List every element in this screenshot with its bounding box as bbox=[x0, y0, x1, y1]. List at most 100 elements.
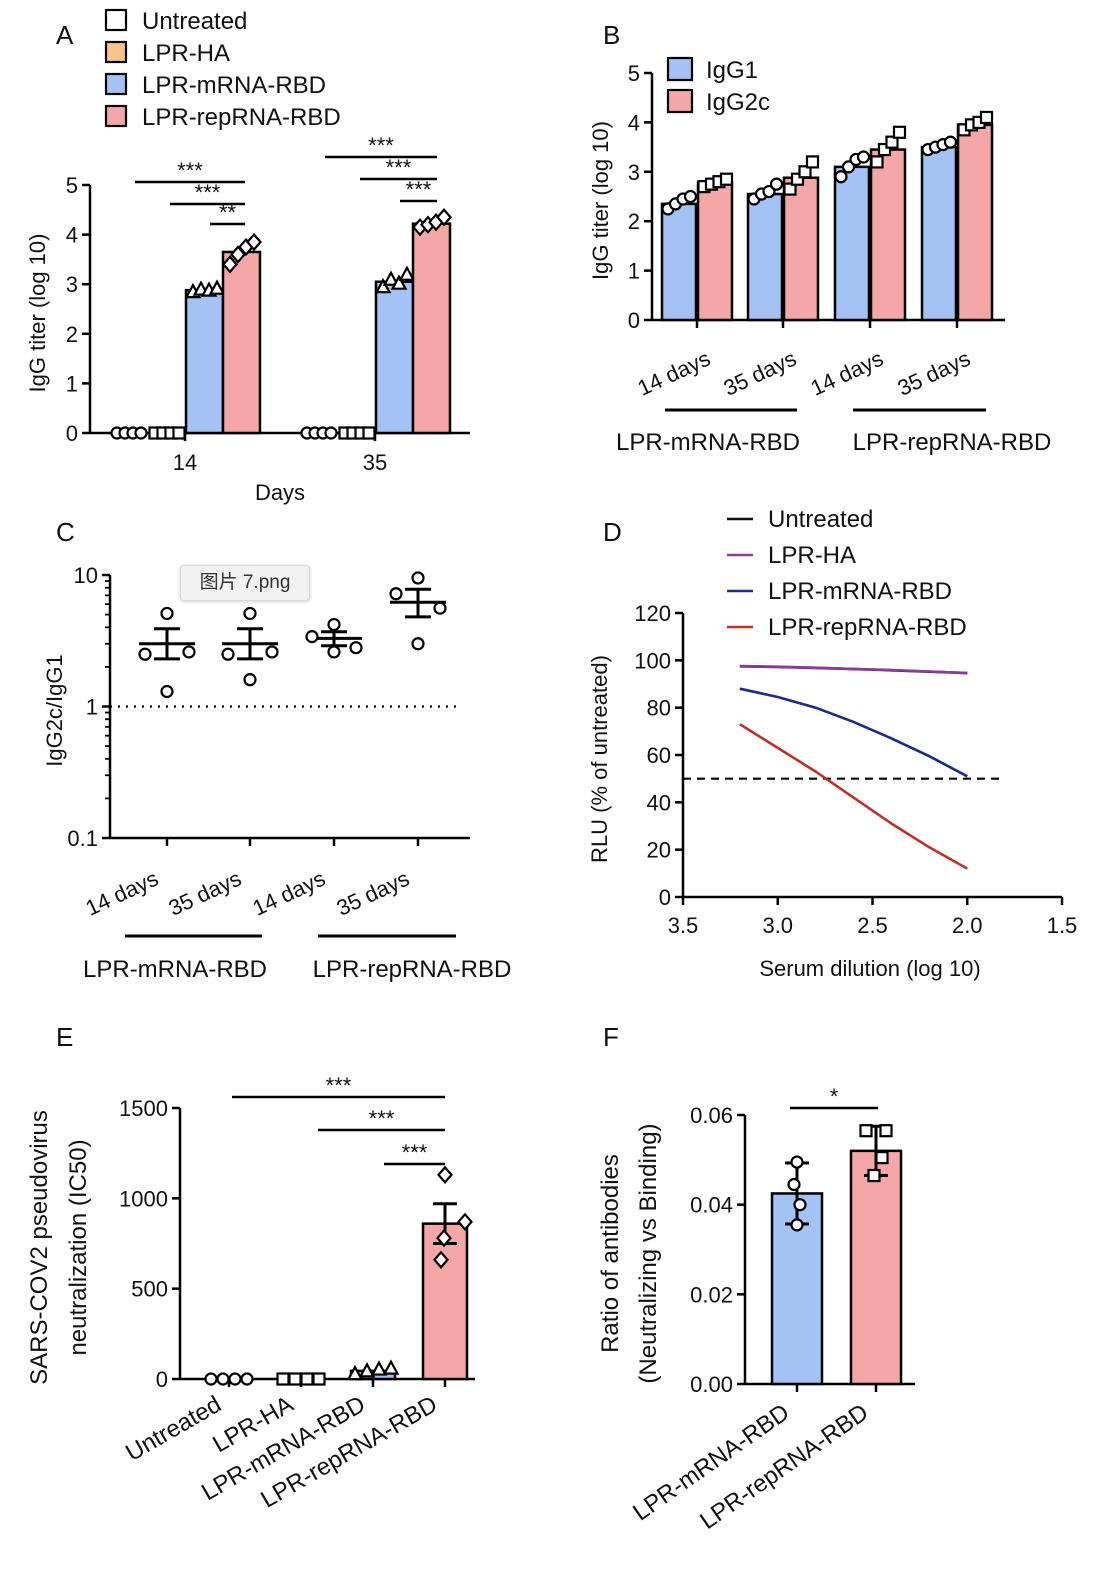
d-x-tick-label: 1.5 bbox=[1047, 913, 1078, 938]
a-legend-swatch bbox=[104, 104, 128, 128]
e-significance-label: *** bbox=[326, 1073, 352, 1098]
b-y-tick-label: 5 bbox=[628, 61, 640, 86]
f-data-point bbox=[859, 1124, 873, 1138]
a-significance-label: *** bbox=[177, 158, 203, 183]
f-y-tick-label: 0.02 bbox=[690, 1282, 733, 1307]
a-data-point bbox=[398, 265, 416, 281]
chart-panel-d: 0 20 40 60 80 100 120 3.5 3.0 2.5 2.0 1.5 RLU (% of … bbox=[587, 506, 1077, 981]
c-data-point bbox=[389, 587, 403, 601]
a-legend-swatch bbox=[104, 72, 128, 96]
b-data-point bbox=[841, 160, 856, 174]
e-data-point bbox=[312, 1372, 326, 1386]
a-data-point bbox=[390, 274, 408, 290]
c-data-point bbox=[327, 645, 341, 659]
b-data-point bbox=[877, 142, 892, 157]
a-y-tick-label: 2 bbox=[66, 322, 78, 347]
b-bar bbox=[869, 148, 907, 322]
d-x-axis-title: Serum dilution (log 10) bbox=[759, 956, 980, 981]
d-y-axis-title: RLU (% of untreated) bbox=[587, 655, 612, 863]
b-x-tick-label: 14 days bbox=[634, 346, 714, 401]
b-bar bbox=[833, 165, 871, 322]
b-y-tick-label: 2 bbox=[628, 209, 640, 234]
b-bar bbox=[956, 123, 994, 322]
c-group-label: LPR-repRNA-RBD bbox=[313, 956, 512, 983]
a-y-tick-label: 1 bbox=[66, 371, 78, 396]
f-data-point bbox=[879, 1124, 893, 1138]
b-y-tick-label: 0 bbox=[628, 308, 640, 333]
d-y-tick-label: 80 bbox=[647, 696, 671, 721]
a-y-tick-label: 5 bbox=[66, 173, 78, 198]
f-y-tick-label: 0.00 bbox=[690, 1372, 733, 1397]
a-y-axis-title: IgG titer (log 10) bbox=[25, 234, 50, 393]
b-bar bbox=[920, 145, 958, 322]
e-y-tick-label: 1000 bbox=[119, 1186, 168, 1211]
e-data-point bbox=[457, 1212, 473, 1231]
b-data-point bbox=[885, 135, 899, 149]
b-data-point bbox=[870, 155, 884, 169]
b-legend-label: IgG1 bbox=[706, 57, 758, 84]
d-y-tick-label: 20 bbox=[647, 838, 671, 863]
d-y-tick-label: 120 bbox=[634, 601, 671, 626]
e-data-point bbox=[216, 1372, 230, 1386]
b-x-tick-label: 14 days bbox=[807, 346, 887, 401]
a-legend-swatch bbox=[104, 40, 128, 64]
b-group-label: LPR-mRNA-RBD bbox=[616, 429, 800, 456]
a-significance-label: *** bbox=[406, 177, 432, 202]
c-data-point bbox=[411, 637, 425, 651]
image-filename-tooltip: 图片 7.png bbox=[180, 565, 310, 601]
e-data-point bbox=[288, 1372, 302, 1386]
c-data-point bbox=[433, 601, 447, 615]
b-data-point bbox=[943, 135, 958, 149]
a-data-point bbox=[134, 426, 148, 440]
b-x-tick-label: 35 days bbox=[720, 346, 800, 401]
b-y-tick-label: 4 bbox=[628, 110, 640, 135]
c-data-point bbox=[327, 617, 341, 632]
c-data-point bbox=[305, 630, 319, 644]
c-y-tick-label: 0.1 bbox=[67, 826, 98, 851]
e-data-point bbox=[358, 1362, 376, 1378]
b-data-point bbox=[769, 177, 784, 191]
a-y-tick-label: 0 bbox=[66, 421, 78, 446]
f-data-point bbox=[787, 1177, 801, 1192]
a-significance-label: *** bbox=[386, 155, 412, 180]
b-y-tick-label: 1 bbox=[628, 259, 640, 284]
a-data-point bbox=[324, 426, 338, 440]
d-x-tick-label: 3.5 bbox=[668, 913, 699, 938]
a-y-tick-label: 4 bbox=[66, 223, 78, 248]
a-data-point bbox=[382, 270, 400, 286]
e-data-point bbox=[436, 1228, 452, 1248]
e-data-point bbox=[228, 1372, 242, 1386]
e-y-tick-label: 1500 bbox=[119, 1096, 168, 1121]
a-legend-label: LPR-repRNA-RBD bbox=[142, 104, 341, 131]
b-legend-swatch bbox=[666, 56, 694, 82]
b-data-point bbox=[892, 125, 907, 139]
b-y-tick-label: 3 bbox=[628, 160, 640, 185]
b-data-point bbox=[979, 110, 994, 125]
e-data-point bbox=[276, 1372, 290, 1386]
a-data-point bbox=[246, 232, 262, 252]
d-y-tick-label: 0 bbox=[659, 885, 671, 910]
d-legend-label: LPR-HA bbox=[768, 542, 856, 569]
c-y-axis-title: IgG2c/IgG1 bbox=[42, 654, 67, 767]
c-data-point bbox=[243, 673, 257, 687]
d-series-line bbox=[739, 687, 968, 778]
c-data-point bbox=[221, 647, 235, 661]
c-data-point bbox=[182, 645, 196, 659]
b-data-point bbox=[762, 184, 776, 199]
a-x-tick-label: 14 bbox=[173, 450, 197, 475]
b-legend-label: IgG2c bbox=[706, 89, 770, 116]
c-x-tick-label: 35 days bbox=[333, 866, 413, 921]
c-data-point bbox=[349, 641, 363, 655]
a-data-point bbox=[222, 255, 238, 274]
b-data-point bbox=[683, 189, 698, 204]
e-bar bbox=[421, 1222, 469, 1381]
c-data-point bbox=[160, 684, 174, 699]
e-y-axis-title: SARS-COV2 pseudovirus bbox=[26, 1110, 53, 1385]
a-data-point bbox=[374, 277, 392, 294]
b-bar bbox=[660, 202, 698, 322]
a-legend-label: LPR-mRNA-RBD bbox=[142, 72, 326, 99]
panel-label-d: D bbox=[603, 517, 622, 547]
panel-label-f: F bbox=[603, 1022, 619, 1052]
c-y-tick-label: 10 bbox=[74, 563, 98, 588]
